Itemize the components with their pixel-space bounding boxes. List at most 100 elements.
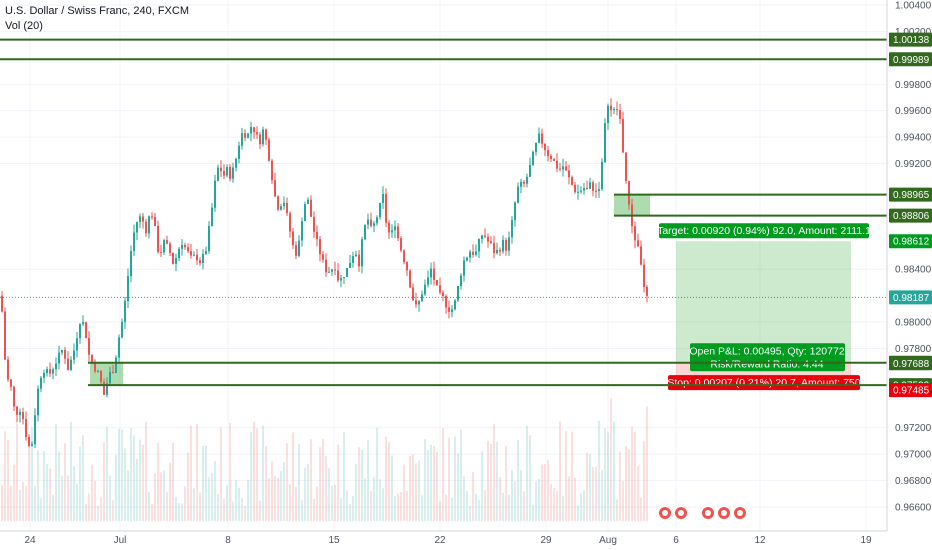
candle-body (289, 213, 291, 232)
candle-body (442, 292, 444, 297)
candle-body (271, 160, 273, 181)
candle-body (118, 337, 120, 358)
candle-body (307, 199, 309, 204)
profit-zone (676, 241, 851, 364)
volume-bar (370, 491, 372, 521)
volume-bar (316, 486, 318, 521)
symbol-title[interactable]: U.S. Dollar / Swiss Franc, 240, FXCM (5, 5, 189, 17)
volume-bar (550, 484, 552, 521)
event-icons[interactable] (658, 506, 747, 520)
long-position-tool[interactable]: Target: 0.00920 (0.94%) 92.0, Amount: 21… (657, 223, 871, 391)
candle-body (367, 219, 369, 225)
volume-bar (118, 428, 120, 521)
candle-body (496, 249, 498, 254)
candle-body (256, 132, 258, 135)
volume-bar (169, 462, 171, 521)
pnl-label-box: Open P&L: 0.00495, Qty: 120772 Risk/Rewa… (689, 343, 845, 372)
volume-bar (412, 454, 414, 521)
volume-bar (157, 443, 159, 521)
volume-bar (460, 429, 462, 521)
time-tick-label: 29 (540, 535, 552, 546)
volume-bar (73, 466, 75, 521)
volume-bar (580, 493, 582, 521)
volume-bar (163, 470, 165, 521)
candle-body (487, 236, 489, 242)
candle-body (553, 159, 555, 161)
volume-bar (616, 499, 618, 521)
candle-body (310, 199, 312, 217)
volume-bar (37, 450, 39, 521)
candle-body (418, 301, 420, 305)
volume-bar (139, 439, 141, 521)
candle-body (568, 170, 570, 178)
volume-bar (103, 441, 105, 521)
candle-body (349, 262, 351, 268)
volume-bar (586, 452, 588, 521)
price-tick-label: 0.98400 (895, 265, 932, 276)
candle-body (589, 182, 591, 189)
volume-bar (319, 447, 321, 521)
volume-bar (148, 491, 150, 521)
candle-body (544, 143, 546, 151)
candle-body (517, 186, 519, 203)
volume-bar (34, 485, 36, 521)
volume-bar (472, 471, 474, 521)
pnl-label: Open P&L: 0.00495, Qty: 120772 (689, 345, 844, 357)
candle-body (595, 190, 597, 192)
candle-body (427, 277, 429, 285)
volume-bar (331, 485, 333, 521)
candle-body (94, 362, 96, 372)
candle-body (505, 239, 507, 251)
volume-bar (442, 427, 444, 521)
price-tag: 0.98187 (889, 290, 932, 305)
candle-body (103, 381, 105, 395)
candle-body (541, 133, 543, 144)
candle-body (514, 202, 516, 221)
price-tag-background (889, 383, 932, 398)
candle-body (55, 363, 57, 370)
price-axis[interactable]: 1.00400 1.00200 0.99800 0.99600 0.99400 0.992… (895, 1, 932, 514)
volume-bar (574, 477, 576, 521)
candle-body (343, 277, 345, 279)
volume-indicator-label[interactable]: Vol (20) (5, 20, 43, 32)
candle-body (532, 151, 534, 165)
candle-body (268, 139, 270, 161)
candle-body (436, 279, 438, 286)
volume-bar (391, 455, 393, 521)
candle-body (520, 181, 522, 187)
volume-bar (259, 500, 261, 521)
horizontal-levels[interactable] (0, 38, 887, 387)
candle-body (49, 369, 51, 374)
volume-bar (79, 446, 81, 521)
target-label: Target: 0.00920 (0.94%) 92.0, Amount: 21… (657, 225, 871, 237)
volume-bar (352, 495, 354, 521)
candle-body (625, 152, 627, 182)
time-tick-label: 6 (673, 535, 679, 546)
volume-bar (190, 425, 192, 521)
price-tick-label: 0.99800 (895, 80, 932, 91)
candle-body (460, 275, 462, 287)
volume-bar (544, 464, 546, 521)
time-axis[interactable]: 24 Jul 8 15 22 29 Aug 6 12 19 (24, 535, 872, 546)
candle-body (328, 271, 330, 273)
candle-body (154, 217, 156, 226)
candle-body (451, 309, 453, 312)
candle-body (331, 269, 333, 272)
volume-bar (526, 425, 528, 521)
candle-body (409, 270, 411, 288)
time-tick-label: 8 (225, 535, 231, 546)
volume-bar (571, 431, 573, 521)
candle-body (454, 300, 456, 310)
candle-body (1, 295, 3, 312)
price-tick-label: 0.98000 (895, 318, 932, 329)
candle-body (250, 127, 252, 134)
volume-bar (58, 451, 60, 521)
volume-bar (55, 423, 57, 521)
volume-bar (337, 444, 339, 521)
candle-body (604, 123, 606, 162)
volume-bar (292, 432, 294, 521)
volume-bar (46, 463, 48, 521)
volume-bar (562, 496, 564, 521)
price-tick-label: 0.97000 (895, 450, 932, 461)
